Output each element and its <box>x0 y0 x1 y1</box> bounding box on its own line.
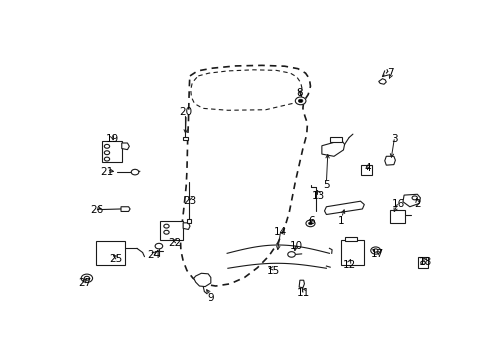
Circle shape <box>373 249 377 252</box>
Text: 12: 12 <box>342 260 355 270</box>
Polygon shape <box>324 201 364 215</box>
Polygon shape <box>344 237 356 240</box>
Text: 4: 4 <box>364 163 371 173</box>
Polygon shape <box>96 240 124 265</box>
Text: 5: 5 <box>323 180 329 190</box>
Polygon shape <box>299 280 304 288</box>
Circle shape <box>104 151 109 155</box>
Polygon shape <box>360 165 371 175</box>
Circle shape <box>298 99 302 103</box>
Polygon shape <box>329 137 341 141</box>
Circle shape <box>104 157 109 161</box>
Circle shape <box>287 252 295 257</box>
Text: 7: 7 <box>386 68 393 78</box>
Text: 13: 13 <box>311 191 325 201</box>
Polygon shape <box>160 221 183 240</box>
Polygon shape <box>321 140 344 156</box>
Text: 14: 14 <box>274 227 287 237</box>
Text: 8: 8 <box>296 88 303 98</box>
Circle shape <box>305 220 314 227</box>
Polygon shape <box>122 143 129 150</box>
Circle shape <box>155 243 163 249</box>
Text: 22: 22 <box>168 238 181 248</box>
Text: 19: 19 <box>105 134 119 144</box>
Polygon shape <box>102 141 122 162</box>
Circle shape <box>163 224 169 228</box>
Polygon shape <box>417 257 427 268</box>
Circle shape <box>370 247 380 254</box>
Text: 27: 27 <box>78 278 91 288</box>
Text: 20: 20 <box>179 108 192 117</box>
Text: 24: 24 <box>147 250 160 260</box>
Text: 6: 6 <box>307 216 314 226</box>
Circle shape <box>420 261 425 264</box>
Text: 23: 23 <box>183 196 196 206</box>
Circle shape <box>104 144 109 148</box>
Text: 26: 26 <box>90 204 103 215</box>
Text: 11: 11 <box>296 288 310 298</box>
Polygon shape <box>340 240 363 265</box>
Text: 18: 18 <box>417 257 431 267</box>
Text: 2: 2 <box>413 199 420 209</box>
Text: 3: 3 <box>390 134 397 144</box>
Text: 15: 15 <box>266 266 280 275</box>
Polygon shape <box>183 137 187 140</box>
Polygon shape <box>183 223 189 229</box>
Text: 9: 9 <box>207 293 214 303</box>
Circle shape <box>131 169 139 175</box>
Polygon shape <box>378 79 386 84</box>
Circle shape <box>163 230 169 234</box>
Circle shape <box>81 274 92 283</box>
Polygon shape <box>186 220 191 223</box>
Circle shape <box>295 97 305 105</box>
Polygon shape <box>121 207 130 211</box>
Circle shape <box>411 196 417 200</box>
Text: 21: 21 <box>100 167 113 177</box>
Circle shape <box>84 276 89 280</box>
Text: 1: 1 <box>338 216 344 226</box>
Text: 25: 25 <box>109 255 122 264</box>
Circle shape <box>308 222 312 225</box>
Text: 10: 10 <box>289 240 302 251</box>
Text: 16: 16 <box>391 199 404 209</box>
Polygon shape <box>193 273 210 287</box>
Polygon shape <box>402 194 420 207</box>
Polygon shape <box>389 210 405 223</box>
Text: 17: 17 <box>370 249 384 259</box>
Polygon shape <box>384 156 395 165</box>
